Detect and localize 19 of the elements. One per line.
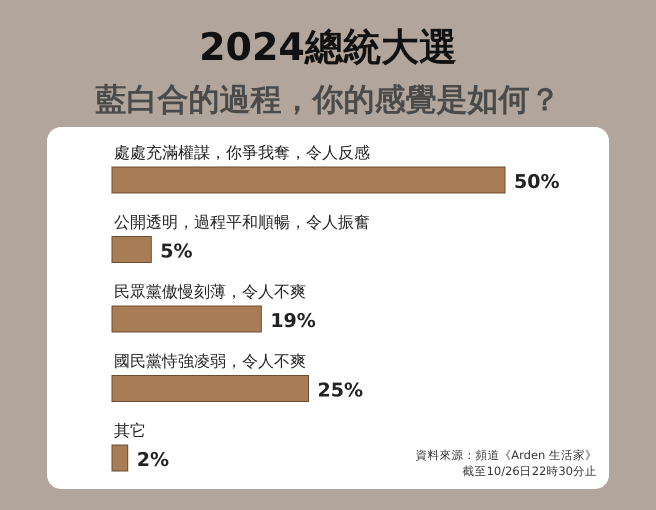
- y-tick-label: 其它: [114, 421, 146, 440]
- data-label: 25%: [318, 380, 363, 402]
- data-label: 5%: [160, 240, 193, 262]
- bar: [112, 444, 128, 472]
- bar: [112, 306, 262, 332]
- chart-subtitle: 藍白合的過程，你的感覺是如何？: [96, 82, 560, 118]
- y-tick-label: 民眾黨傲慢刻薄，令人不爽: [114, 282, 306, 301]
- annotation: 資料來源：頻道《Arden 生活家》: [415, 448, 597, 462]
- bar: [112, 166, 506, 194]
- chart-title: 2024總統大選: [199, 25, 457, 69]
- data-label: 50%: [514, 171, 560, 193]
- annotation: 截至10/26日22時30分止: [462, 464, 597, 478]
- data-label: 2%: [136, 449, 169, 471]
- y-tick-label: 公開透明，過程平和順暢，令人振奮: [114, 212, 370, 232]
- data-label: 19%: [270, 310, 316, 332]
- bar: [112, 375, 309, 402]
- y-tick-label: 處處充滿權謀，你爭我奪，令人反感: [114, 143, 370, 162]
- bar: [112, 236, 152, 263]
- y-tick-label: 國民黨恃強凌弱，令人不爽: [114, 352, 306, 370]
